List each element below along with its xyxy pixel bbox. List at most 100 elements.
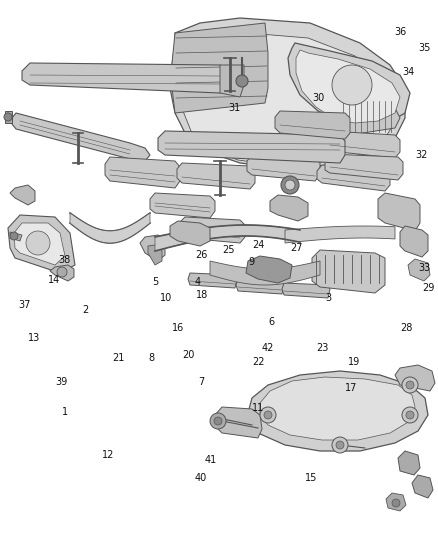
Circle shape xyxy=(260,407,276,423)
Polygon shape xyxy=(246,256,292,283)
Text: 5: 5 xyxy=(152,277,158,287)
Polygon shape xyxy=(317,165,390,191)
Circle shape xyxy=(332,437,348,453)
Circle shape xyxy=(210,413,226,429)
Text: 38: 38 xyxy=(58,255,70,265)
Polygon shape xyxy=(395,365,435,391)
Text: 3: 3 xyxy=(325,293,331,303)
Circle shape xyxy=(57,267,67,277)
Polygon shape xyxy=(105,157,180,188)
Text: 23: 23 xyxy=(316,343,328,353)
Text: 21: 21 xyxy=(112,353,124,363)
Text: 20: 20 xyxy=(182,350,194,360)
Circle shape xyxy=(402,377,418,393)
Text: 30: 30 xyxy=(312,93,324,103)
Text: 15: 15 xyxy=(305,473,318,483)
Circle shape xyxy=(406,381,414,389)
Text: 7: 7 xyxy=(198,377,204,387)
Circle shape xyxy=(281,176,299,194)
Text: 32: 32 xyxy=(415,150,427,160)
Circle shape xyxy=(26,231,50,255)
Circle shape xyxy=(10,232,18,240)
Text: 42: 42 xyxy=(262,343,274,353)
Text: 2: 2 xyxy=(82,305,88,315)
Polygon shape xyxy=(220,65,244,97)
Polygon shape xyxy=(5,111,12,123)
Text: 13: 13 xyxy=(28,333,40,343)
Polygon shape xyxy=(378,193,420,231)
Polygon shape xyxy=(386,493,406,511)
Polygon shape xyxy=(12,113,150,161)
Text: 9: 9 xyxy=(248,257,254,267)
Text: 34: 34 xyxy=(402,67,414,77)
Text: 35: 35 xyxy=(418,43,431,53)
Circle shape xyxy=(402,407,418,423)
Text: 22: 22 xyxy=(252,357,265,367)
Polygon shape xyxy=(50,265,74,281)
Polygon shape xyxy=(236,279,284,294)
Polygon shape xyxy=(398,451,420,475)
Text: 14: 14 xyxy=(48,275,60,285)
Polygon shape xyxy=(325,154,403,180)
Text: 18: 18 xyxy=(196,290,208,300)
Text: 28: 28 xyxy=(400,323,412,333)
Polygon shape xyxy=(10,185,35,205)
Polygon shape xyxy=(260,377,415,440)
Circle shape xyxy=(4,113,12,121)
Text: 40: 40 xyxy=(195,473,207,483)
Polygon shape xyxy=(340,98,400,135)
Circle shape xyxy=(392,499,400,507)
Text: 12: 12 xyxy=(102,450,114,460)
Polygon shape xyxy=(408,259,430,281)
Text: 11: 11 xyxy=(252,403,264,413)
Text: 31: 31 xyxy=(228,103,240,113)
Polygon shape xyxy=(270,195,308,221)
Polygon shape xyxy=(172,23,268,113)
Polygon shape xyxy=(180,217,245,243)
Polygon shape xyxy=(14,223,65,265)
Circle shape xyxy=(236,75,248,87)
Text: 29: 29 xyxy=(422,283,434,293)
Text: 25: 25 xyxy=(222,245,234,255)
Circle shape xyxy=(214,417,222,425)
Text: 1: 1 xyxy=(62,407,68,417)
Polygon shape xyxy=(412,475,433,498)
Polygon shape xyxy=(400,226,428,257)
Polygon shape xyxy=(312,250,385,293)
Polygon shape xyxy=(177,163,255,189)
Text: 39: 39 xyxy=(55,377,67,387)
Text: 17: 17 xyxy=(345,383,357,393)
Polygon shape xyxy=(288,43,410,125)
Text: 10: 10 xyxy=(160,293,172,303)
Text: 24: 24 xyxy=(252,240,265,250)
Circle shape xyxy=(332,65,372,105)
Polygon shape xyxy=(248,371,428,451)
Text: 8: 8 xyxy=(148,353,154,363)
Polygon shape xyxy=(282,283,330,298)
Text: 37: 37 xyxy=(18,300,30,310)
Polygon shape xyxy=(150,193,215,218)
Polygon shape xyxy=(158,131,345,163)
Text: 26: 26 xyxy=(195,250,207,260)
Polygon shape xyxy=(140,235,165,261)
Circle shape xyxy=(406,411,414,419)
Polygon shape xyxy=(215,407,262,438)
Text: 36: 36 xyxy=(394,27,406,37)
Polygon shape xyxy=(70,213,150,243)
Polygon shape xyxy=(325,131,400,158)
Polygon shape xyxy=(285,226,395,243)
Polygon shape xyxy=(170,221,210,246)
Text: 4: 4 xyxy=(195,277,201,287)
Text: 6: 6 xyxy=(268,317,274,327)
Polygon shape xyxy=(210,261,320,285)
Circle shape xyxy=(336,441,344,449)
Polygon shape xyxy=(8,215,75,273)
Circle shape xyxy=(285,180,295,190)
Polygon shape xyxy=(275,111,350,139)
Polygon shape xyxy=(170,18,405,168)
Polygon shape xyxy=(296,50,400,123)
Polygon shape xyxy=(188,273,237,288)
Polygon shape xyxy=(10,232,22,241)
Polygon shape xyxy=(155,225,300,251)
Text: 16: 16 xyxy=(172,323,184,333)
